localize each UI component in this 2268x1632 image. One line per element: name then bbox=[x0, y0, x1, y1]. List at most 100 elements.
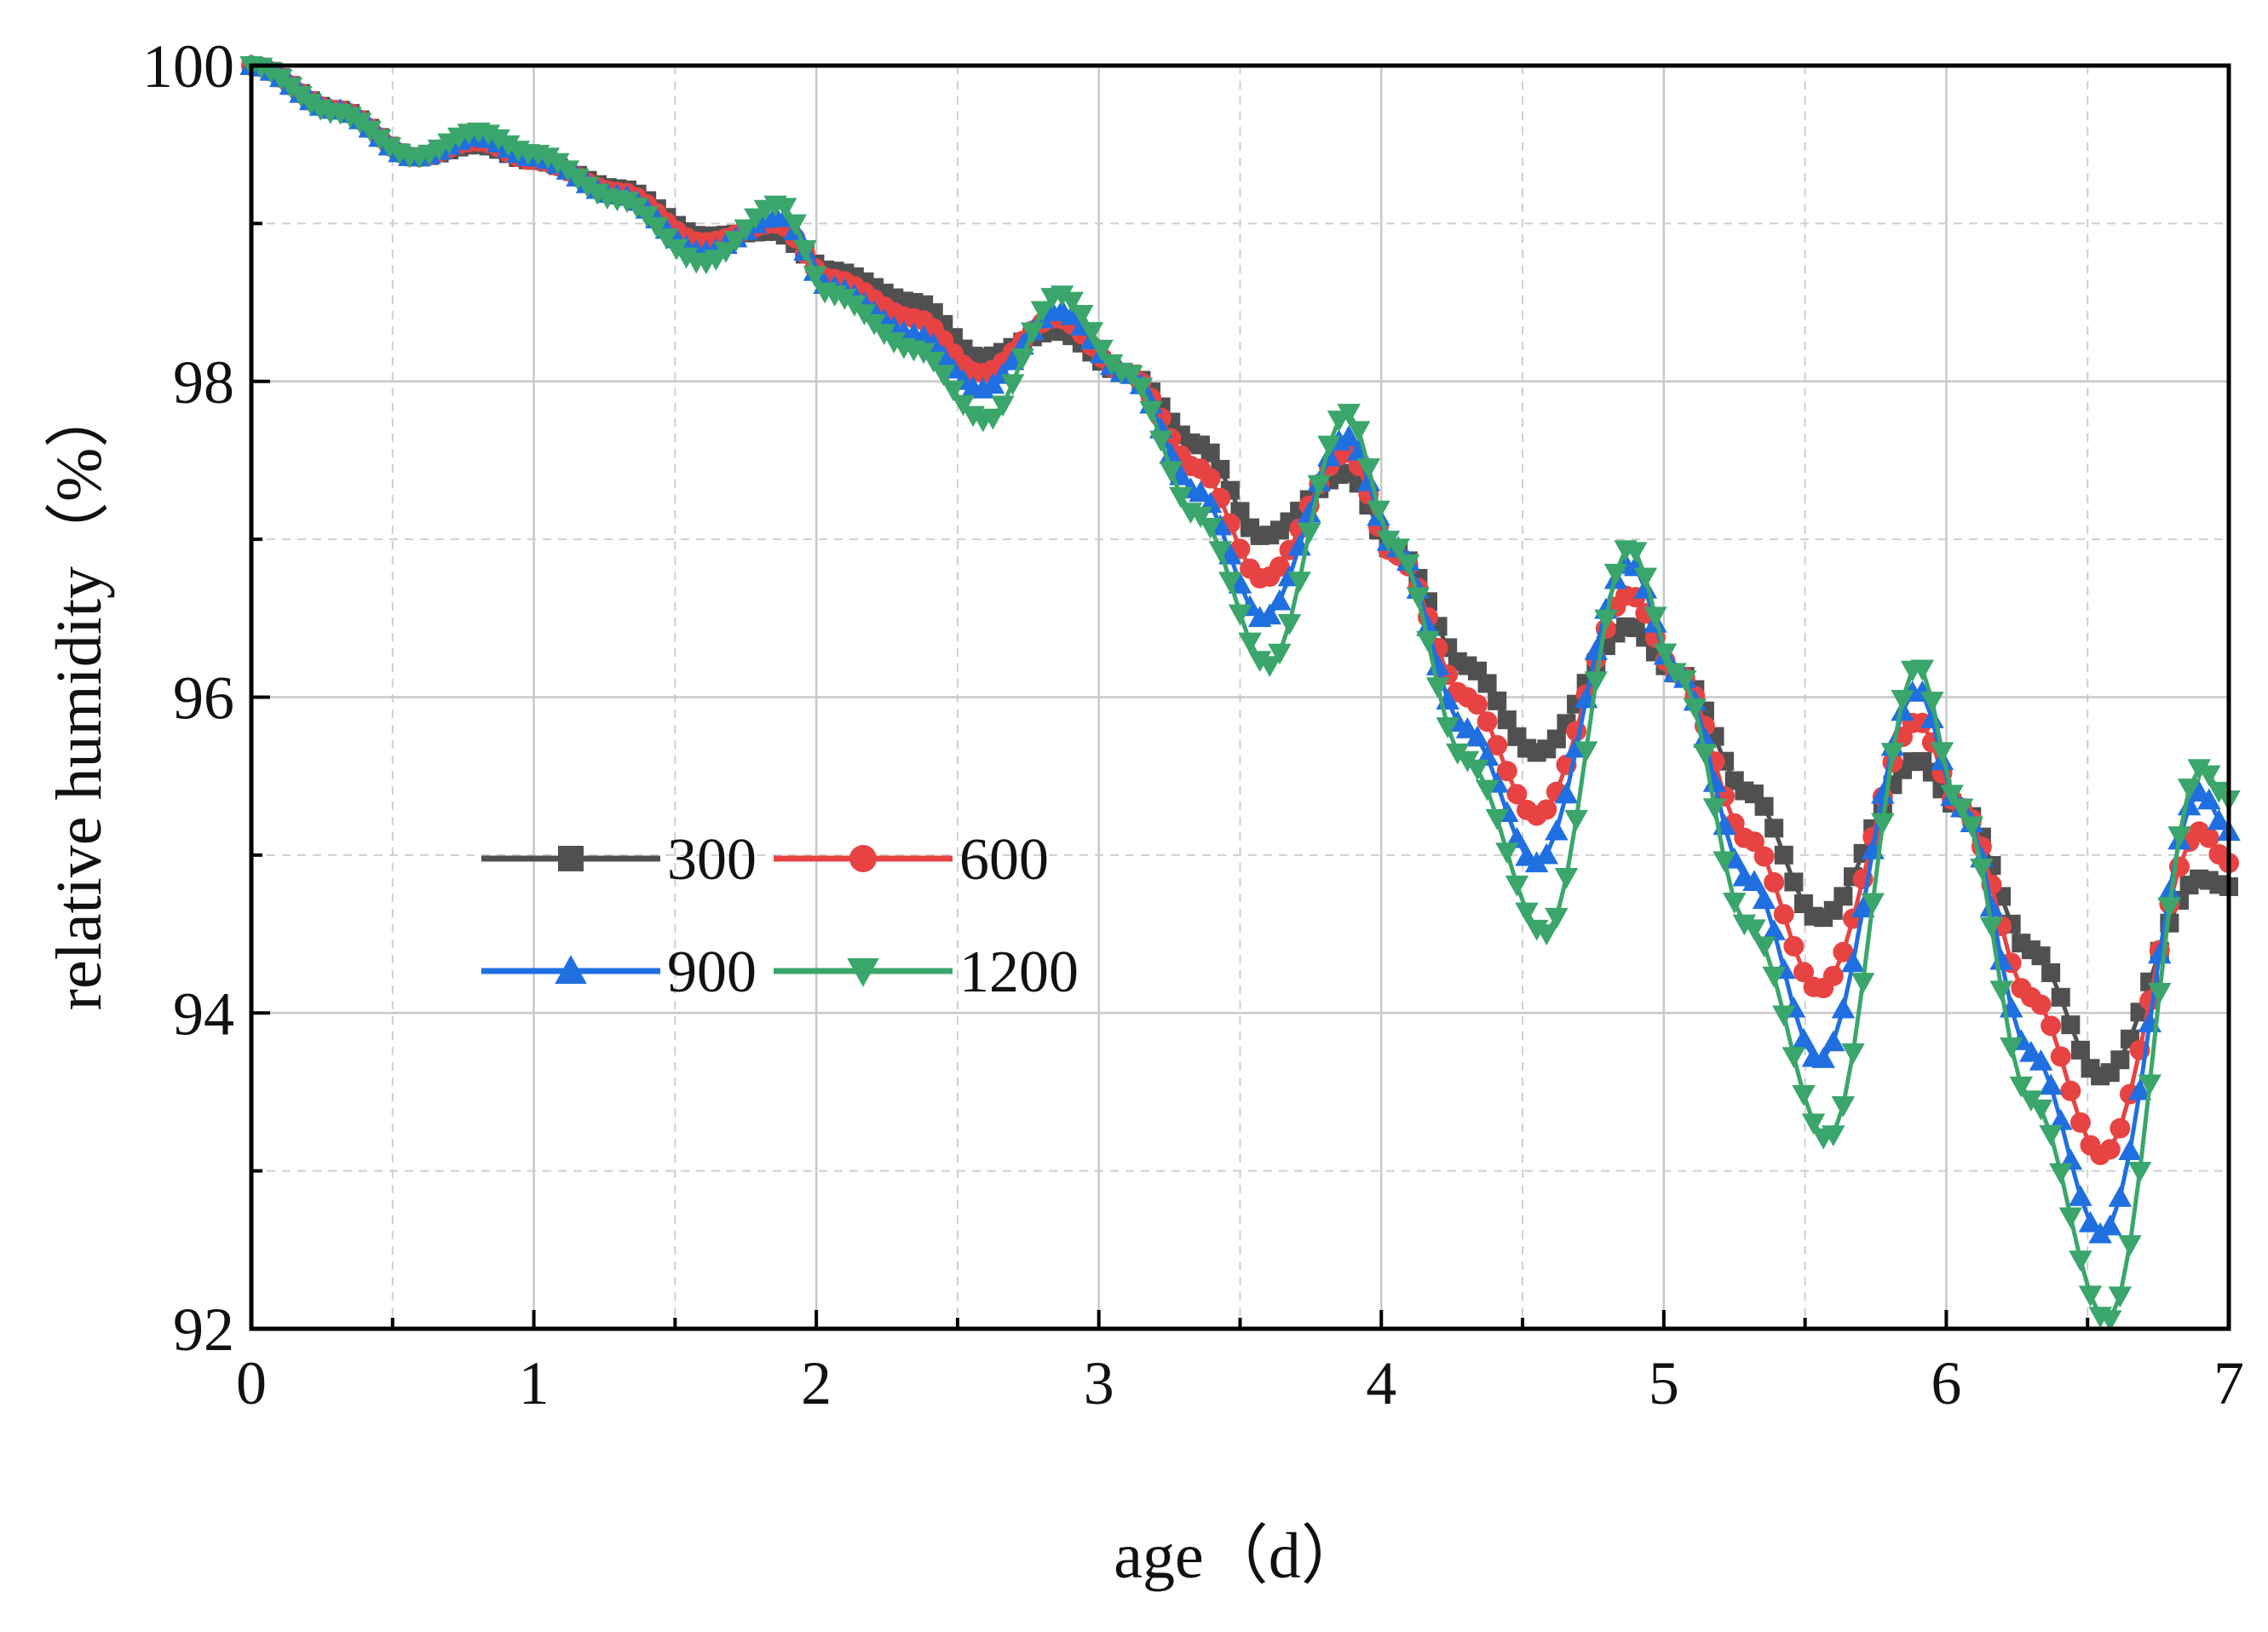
data-point-600 bbox=[2110, 1118, 2131, 1139]
data-point-1200 bbox=[2058, 1207, 2083, 1229]
data-point-900 bbox=[2039, 1073, 2063, 1095]
data-point-900 bbox=[2078, 1210, 2103, 1233]
data-point-300 bbox=[1488, 691, 1507, 710]
data-point-1200 bbox=[2187, 759, 2211, 781]
data-point-900 bbox=[2069, 1185, 2092, 1206]
data-point-1200 bbox=[1465, 759, 1489, 781]
x-tick-label: 3 bbox=[1084, 1349, 1114, 1417]
data-point-300 bbox=[1754, 796, 1774, 816]
legend-item-1200: 1200 bbox=[774, 940, 1079, 1005]
data-point-1200 bbox=[1683, 698, 1707, 720]
data-point-1200 bbox=[1079, 322, 1104, 343]
data-point-1200 bbox=[1436, 717, 1459, 738]
data-point-1200 bbox=[486, 129, 510, 151]
data-point-1200 bbox=[1841, 1043, 1865, 1065]
x-tick-label: 1 bbox=[519, 1349, 550, 1417]
data-point-1200 bbox=[1989, 980, 2013, 1003]
data-point-1200 bbox=[1159, 461, 1183, 483]
data-point-1200 bbox=[2138, 1074, 2162, 1096]
y-tick-label: 92 bbox=[173, 1296, 234, 1364]
data-point-900 bbox=[2019, 1040, 2043, 1062]
data-point-600 bbox=[1536, 799, 1557, 820]
data-point-900 bbox=[1545, 819, 1569, 841]
legend-item-600: 600 bbox=[774, 827, 1049, 893]
data-point-1200 bbox=[1090, 339, 1114, 361]
data-point-900 bbox=[1258, 603, 1282, 625]
data-point-1200 bbox=[1367, 500, 1390, 522]
data-point-300 bbox=[1497, 710, 1517, 730]
data-point-1200 bbox=[1880, 743, 1905, 764]
data-point-900 bbox=[1841, 951, 1865, 973]
data-point-300 bbox=[2061, 1015, 2081, 1035]
data-point-600 bbox=[2099, 1139, 2121, 1160]
data-point-1200 bbox=[1920, 692, 1944, 713]
data-point-1200 bbox=[1198, 518, 1223, 539]
data-point-1200 bbox=[1396, 554, 1420, 576]
data-point-1200 bbox=[1594, 609, 1618, 631]
data-point-1200 bbox=[1723, 892, 1747, 914]
x-tick-label: 4 bbox=[1366, 1349, 1396, 1417]
data-point-1200 bbox=[1653, 643, 1678, 665]
data-point-1200 bbox=[1762, 966, 1786, 988]
legend-item-900: 900 bbox=[481, 940, 757, 1005]
data-point-300 bbox=[1784, 872, 1804, 892]
data-point-1200 bbox=[1752, 936, 1776, 958]
data-point-900 bbox=[1693, 727, 1717, 748]
data-point-1200 bbox=[1010, 348, 1034, 370]
data-point-300 bbox=[1546, 729, 1566, 749]
data-point-1200 bbox=[1485, 808, 1509, 830]
y-tick-label: 98 bbox=[173, 348, 234, 417]
data-point-600 bbox=[2041, 1015, 2062, 1037]
data-point-600 bbox=[1822, 965, 1844, 986]
data-point-1200 bbox=[783, 214, 808, 236]
data-point-1200 bbox=[536, 147, 560, 170]
data-point-300 bbox=[2110, 1050, 2130, 1070]
data-point-1200 bbox=[723, 231, 748, 253]
data-point-1200 bbox=[793, 239, 817, 261]
series-group bbox=[239, 54, 2241, 1332]
data-point-1200 bbox=[981, 408, 1005, 430]
data-point-1200 bbox=[2069, 1250, 2092, 1272]
data-point-900 bbox=[2118, 1139, 2142, 1161]
data-point-1200 bbox=[1000, 374, 1025, 396]
data-point-1200 bbox=[1623, 542, 1648, 564]
data-point-1200 bbox=[2009, 1076, 2034, 1098]
data-point-900 bbox=[1742, 870, 1766, 892]
x-tick-label: 0 bbox=[236, 1349, 267, 1417]
data-point-900 bbox=[1979, 895, 2004, 917]
data-point-1200 bbox=[1891, 689, 1914, 711]
data-point-1200 bbox=[2127, 1161, 2152, 1183]
data-point-900 bbox=[1554, 782, 1579, 804]
data-point-1200 bbox=[1574, 741, 1598, 763]
data-point-1200 bbox=[496, 135, 521, 157]
data-point-1200 bbox=[1268, 643, 1292, 665]
data-point-1200 bbox=[1356, 458, 1381, 480]
data-point-900 bbox=[2127, 1078, 2152, 1100]
data-point-1200 bbox=[931, 365, 956, 387]
data-point-1200 bbox=[1910, 659, 1934, 681]
data-point-1200 bbox=[1347, 421, 1371, 443]
legend-marker bbox=[849, 845, 877, 872]
data-point-1200 bbox=[1189, 507, 1212, 528]
data-point-300 bbox=[1774, 845, 1793, 865]
data-point-1200 bbox=[803, 266, 827, 288]
data-point-900 bbox=[1762, 919, 1786, 940]
data-point-1200 bbox=[2048, 1163, 2073, 1185]
data-point-1200 bbox=[1021, 322, 1045, 344]
data-point-900 bbox=[2108, 1186, 2133, 1207]
data-point-1200 bbox=[298, 94, 323, 115]
data-point-1200 bbox=[1238, 632, 1262, 654]
data-point-600 bbox=[1487, 734, 1508, 756]
data-point-900 bbox=[1425, 654, 1450, 675]
data-point-600 bbox=[2069, 1112, 2091, 1133]
data-point-1200 bbox=[1564, 809, 1588, 831]
data-point-1200 bbox=[1930, 742, 1954, 763]
data-point-1200 bbox=[1475, 779, 1500, 802]
data-point-600 bbox=[1496, 761, 1517, 782]
y-tick-label: 100 bbox=[142, 32, 234, 101]
series-1200 bbox=[239, 56, 2241, 1332]
data-point-1200 bbox=[1416, 630, 1440, 652]
data-point-900 bbox=[1268, 589, 1292, 611]
data-point-1200 bbox=[1307, 474, 1332, 497]
